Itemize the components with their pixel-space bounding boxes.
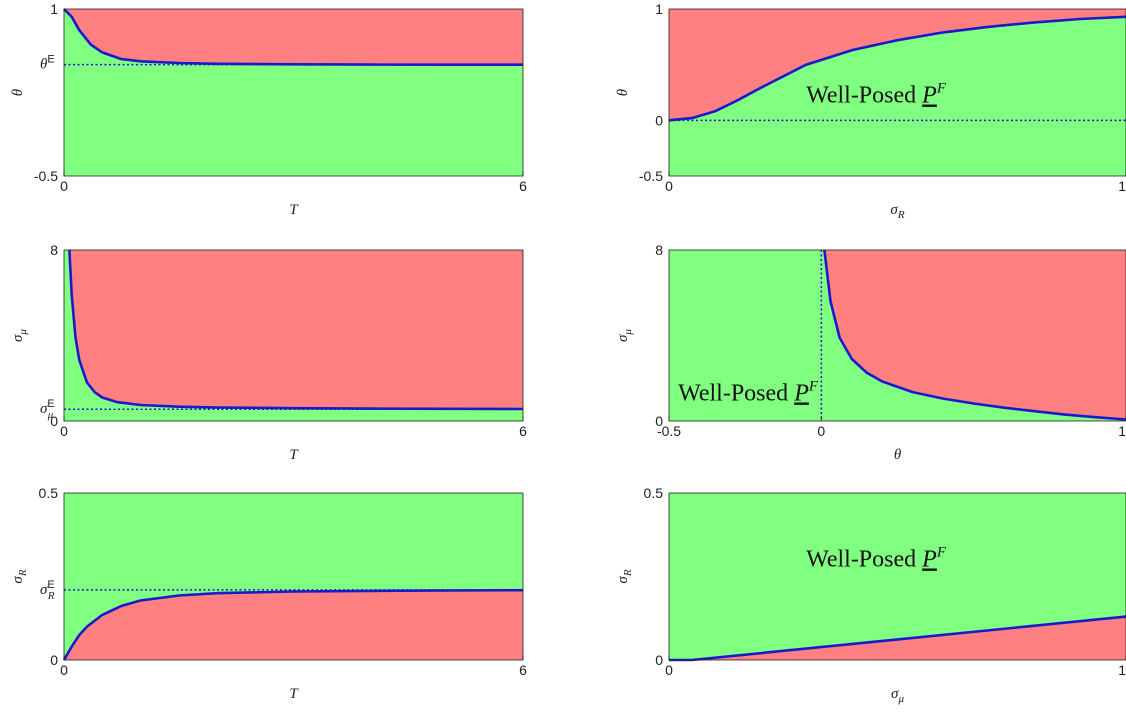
y-tick-label: 1 [655, 1, 663, 17]
x-axis-label: σμ [891, 686, 904, 705]
y-axis-label: σμ [615, 329, 634, 342]
x-tick-label: 6 [519, 178, 527, 194]
boundary-curve [668, 15, 1126, 122]
plot-frame [668, 249, 1126, 422]
reference-label: σE R [40, 579, 55, 602]
x-tick-label: 6 [519, 423, 527, 439]
reference-label: θE [40, 54, 55, 73]
x-tick-label: 0 [60, 662, 68, 678]
chart-panel-5: 0 6 0.5 0 σE R TσR [10, 485, 527, 702]
x-tick-label: 6 [519, 662, 527, 678]
y-tick-label: -0.5 [34, 168, 58, 184]
x-tick-label: 1 [1118, 178, 1126, 194]
x-axis-label: T [289, 686, 299, 702]
plot-frame [63, 492, 524, 661]
x-tick-label: 0 [665, 662, 673, 678]
boundary-curve [62, 588, 524, 661]
well-posed-annotation: Well-Posed PF [806, 544, 947, 572]
boundary-curve [63, 8, 523, 66]
plot-frame [63, 8, 524, 177]
y-tick-label: 0 [50, 413, 58, 429]
plot-frame [668, 8, 1126, 177]
y-tick-label: 0 [655, 112, 663, 128]
x-axis-label: σR [890, 202, 904, 221]
x-tick-label: 0 [60, 423, 68, 439]
x-axis-label: θ [894, 447, 902, 463]
x-tick-label: 1 [1118, 423, 1126, 439]
y-axis-label: θ [615, 88, 631, 96]
x-tick-label: 0 [60, 178, 68, 194]
y-axis-label: σR [615, 569, 634, 583]
plot-frame [63, 249, 524, 422]
lower-region [669, 250, 1126, 421]
x-axis-label: T [289, 447, 299, 463]
x-axis-label: T [289, 202, 299, 218]
lower-region [64, 590, 523, 660]
lower-region [64, 250, 523, 421]
y-tick-label: 0 [655, 652, 663, 668]
lower-region [669, 616, 1126, 660]
reference-label: σE μ [40, 398, 55, 421]
well-posed-annotation: Well-Posed PF [806, 81, 947, 109]
y-tick-label: 0.5 [39, 485, 59, 501]
chart-panel-1: 0 6 1 -0.5 θE Tθ [10, 1, 527, 218]
y-tick-label: -0.5 [639, 168, 663, 184]
upper-region [64, 250, 523, 421]
x-tick-label: -0.5 [657, 423, 681, 439]
boundary-curve [68, 249, 524, 411]
lower-region [64, 9, 523, 176]
boundary-curve [823, 249, 1126, 421]
x-tick-label: 0 [665, 178, 673, 194]
x-tick-label: 1 [1118, 662, 1126, 678]
y-tick-label: 8 [655, 242, 663, 258]
y-tick-label: 0.5 [644, 485, 664, 501]
y-tick-label: 0 [655, 413, 663, 429]
lower-region [669, 16, 1126, 176]
y-axis-label: σR [10, 569, 29, 583]
y-tick-label: 8 [50, 242, 58, 258]
y-axis-label: σμ [10, 329, 29, 342]
well-posed-annotation: Well-Posed PF [678, 378, 819, 406]
chart-panel-6: 0 1 0.5 0 σμ σR Well-Posed PF [615, 485, 1126, 705]
x-tick-label: 0 [817, 423, 825, 439]
y-tick-label: 0 [50, 652, 58, 668]
y-tick-label: 1 [50, 1, 58, 17]
plot-frame [668, 492, 1126, 661]
y-axis-label: θ [10, 88, 26, 96]
